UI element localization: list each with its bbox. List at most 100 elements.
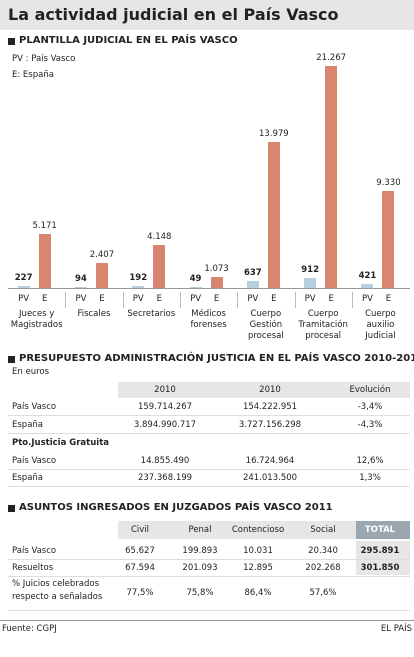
cell: 237.368.199 [137,473,193,483]
header-cell: 2010 [259,385,281,395]
series-label: PV [75,294,87,304]
series-label: E [271,294,277,304]
series-label: PV [18,294,30,304]
cell: 20.340 [308,546,338,556]
series-label: E [156,294,162,304]
section-label: Pto.Justicia Gratuita [12,438,109,448]
cell: España [12,420,43,430]
row-line [8,486,410,487]
header-cell: Evolución [349,385,391,395]
cell: % Juicios celebrados respecto a señalado… [12,579,103,602]
row-line [8,576,410,577]
value-label: 49 [189,274,202,285]
value-label: 4.148 [147,231,172,242]
row-line [8,559,410,560]
bullet [8,505,15,512]
cell: 295.891 [360,546,400,556]
value-label: 1.073 [204,263,229,274]
cell: 202.268 [305,563,341,573]
chart-title: PLANTILLA JUDICIAL EN EL PAÍS VASCO [19,35,238,46]
bar [304,278,317,288]
cell: 301.850 [360,563,400,573]
header-cell: Penal [188,525,212,535]
cell: 65.627 [125,546,155,556]
subtitle: En euros [12,367,50,377]
bar [153,244,166,288]
value-label: 94 [75,274,87,285]
category-label: Cuerpo Gestión procesal [247,309,284,341]
separator [351,292,353,308]
separator [237,292,239,308]
cell: 77,5% [126,588,154,598]
row-line [8,433,410,434]
category-label: Jueces y Magistrados [10,309,63,330]
value-label: 192 [129,272,148,283]
bar [382,190,395,288]
category-label: Cuerpo auxilio Judicial [365,309,396,341]
series-label: E [41,294,48,304]
header-cell: Contencioso [231,525,285,535]
row-line [8,610,410,611]
bar [95,262,108,288]
note: PV : País Vasco [12,54,76,64]
cell: España [12,473,43,483]
bar [210,276,223,288]
series-label: E [385,294,392,304]
value-label: 637 [243,268,262,279]
bar [132,285,145,288]
value-label: 5.171 [32,221,57,232]
value-label: 9.330 [376,177,401,188]
bar [361,283,374,288]
header-cell: Social [310,525,336,535]
bullet [8,356,15,363]
credit: EL PAÍS [380,624,412,634]
header-bg [118,521,356,539]
bar [189,287,202,288]
cell: 1,3% [359,473,381,483]
bar [325,66,338,288]
cell: 3.894.990.717 [133,420,197,430]
header-bg [118,382,410,398]
row-line [8,415,410,416]
cell: -4,3% [357,420,383,430]
note: E: España [12,70,54,80]
value-label: 13.979 [258,129,289,140]
row-line [8,469,410,470]
bar [267,142,280,288]
cell: 199.893 [182,546,218,556]
separator [294,292,296,308]
cell: 12.895 [243,563,273,573]
cell: 75,8% [186,588,214,598]
category-label: Secretarios [127,309,176,319]
category-label: Fiscales [77,309,111,319]
cell: 86,4% [244,588,272,598]
category-label: Cuerpo Tramitación procesal [298,309,348,341]
section-title: PRESUPUESTO ADMINISTRACIÓN JUSTICIA EN E… [19,353,414,364]
baseline [8,288,410,289]
series-label: PV [247,294,259,304]
separator [122,292,124,308]
cell: País Vasco [12,546,57,556]
cell: 154.222.951 [242,402,298,412]
bullet [8,38,15,45]
cell: 16.724.964 [245,456,295,466]
bar [17,285,30,288]
cell: País Vasco [12,456,57,466]
category-label: Médicos forenses [190,309,227,330]
value-label: 21.267 [316,53,347,63]
cell: 241.013.500 [242,473,298,483]
header-cell: Civil [130,525,150,535]
rule [0,620,414,621]
series-label: E [213,294,220,304]
total-bg [356,541,410,575]
value-label: 2.407 [89,249,115,260]
cell: 67.594 [125,563,155,573]
cell: Resueltos [12,563,54,573]
series-label: PV [361,294,373,304]
cell: 159.714.267 [137,402,193,412]
bar [38,234,51,288]
cell: 14.855.490 [140,456,190,466]
cell: -3,4% [357,402,383,412]
series-label: PV [190,294,202,304]
